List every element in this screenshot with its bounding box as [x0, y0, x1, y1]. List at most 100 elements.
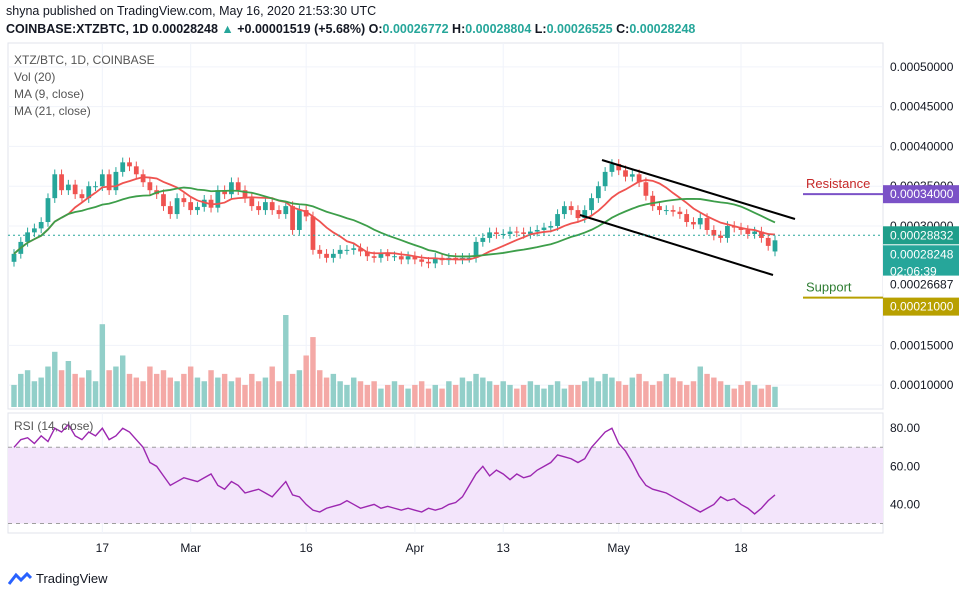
candle-body	[521, 232, 526, 234]
volume-bar	[215, 377, 221, 407]
price-levels: Resistance Support	[8, 176, 883, 299]
candle-body	[317, 249, 323, 254]
symbol-label: COINBASE:XTZBTC, 1D	[6, 22, 149, 36]
time-tick-label: Apr	[406, 541, 425, 555]
candle-body	[344, 249, 350, 251]
volume-bar	[738, 384, 744, 407]
candle-body	[25, 232, 30, 242]
volume-bar	[187, 366, 194, 407]
volume-bar	[337, 381, 343, 407]
price-tick-label: 0.00050000	[890, 60, 954, 74]
candle-body	[670, 210, 676, 212]
candle-body	[147, 182, 153, 191]
candle-body	[113, 171, 119, 191]
tradingview-brand: TradingView	[36, 571, 108, 586]
low-label: L:	[534, 22, 547, 36]
candle-body	[507, 231, 513, 234]
volume-bar	[649, 384, 656, 407]
candle-body	[412, 256, 418, 260]
price-tag-last: 0.00028248	[890, 247, 954, 261]
candle-body	[99, 174, 105, 187]
candle-body	[358, 248, 363, 252]
volume-bar	[106, 370, 112, 407]
volume-bar	[11, 384, 17, 407]
candle-body	[385, 253, 391, 257]
volume-bar	[507, 384, 513, 407]
volume-bar	[147, 366, 153, 407]
candle-body	[568, 206, 574, 211]
volume-bar	[235, 377, 241, 407]
volume-bar	[412, 384, 418, 407]
volume-bar	[466, 381, 472, 407]
volume-bar	[364, 384, 371, 407]
candle-body	[575, 210, 581, 219]
candle-body	[663, 210, 669, 212]
volume-bars	[11, 315, 778, 407]
legend-pair: XTZ/BTC, 1D, COINBASE	[14, 53, 155, 67]
candle-body	[242, 190, 248, 199]
candle-body	[691, 222, 696, 225]
volume-bar	[133, 377, 140, 407]
volume-bar	[520, 384, 527, 407]
candle-body	[59, 174, 64, 191]
volume-bar	[181, 373, 187, 407]
volume-bar	[731, 388, 737, 407]
tradingview-logo[interactable]: TradingView	[8, 571, 108, 586]
candle-body	[752, 231, 757, 234]
candle-body	[249, 198, 255, 207]
candle-body	[629, 174, 635, 177]
time-tick-label: 17	[96, 541, 110, 555]
rsi-band	[8, 447, 883, 524]
volume-bar	[153, 373, 160, 407]
candle-body	[174, 198, 180, 215]
support-price-tag: 0.00021000	[890, 300, 954, 314]
price-tick-label: 0.00045000	[890, 100, 954, 114]
time-tick-label: Mar	[180, 541, 201, 555]
candle-body	[419, 259, 425, 262]
volume-bar	[534, 384, 540, 407]
candle-body	[528, 231, 533, 234]
volume-bar	[249, 373, 255, 407]
candle-body	[235, 182, 241, 191]
resistance-price-tag-bg	[883, 185, 959, 204]
close-value: 0.00028248	[629, 22, 696, 36]
candle-body	[127, 162, 132, 167]
candle-body	[582, 210, 588, 219]
candle-body	[215, 190, 221, 208]
candle-body	[120, 162, 126, 172]
support-price-tag-bg	[883, 297, 959, 316]
volume-bar	[514, 388, 520, 407]
legend-rsi: RSI (14, close)	[14, 419, 94, 433]
candle-body	[772, 240, 778, 252]
ma9-line	[13, 176, 776, 261]
volume-bar	[486, 381, 493, 407]
volume-bar	[663, 373, 670, 407]
candle-body	[548, 226, 554, 228]
candle-body	[609, 163, 615, 172]
candle-body	[45, 198, 51, 223]
volume-bar	[745, 381, 751, 407]
volume-bar	[45, 366, 51, 407]
volume-bar	[378, 388, 384, 407]
volume-bar	[595, 381, 602, 407]
candle-body	[133, 166, 139, 175]
volume-bar	[160, 370, 167, 407]
candle-body	[650, 195, 656, 207]
volume-bar	[548, 384, 554, 407]
legend-ma21: MA (21, close)	[14, 104, 91, 118]
lower-trendline	[579, 214, 774, 276]
volume-bar	[500, 381, 506, 407]
volume-bar	[323, 377, 330, 407]
candle-body	[324, 253, 329, 258]
high-label: H:	[452, 22, 466, 36]
candle-body	[555, 214, 560, 226]
volume-bar	[452, 384, 459, 407]
tradingview-logo-icon	[8, 571, 32, 585]
volume-bar	[92, 381, 99, 407]
moving-averages	[13, 176, 776, 261]
candle-body	[337, 249, 343, 254]
candle-body	[725, 226, 730, 238]
volume-bar	[24, 370, 31, 407]
volume-bar	[425, 388, 432, 407]
